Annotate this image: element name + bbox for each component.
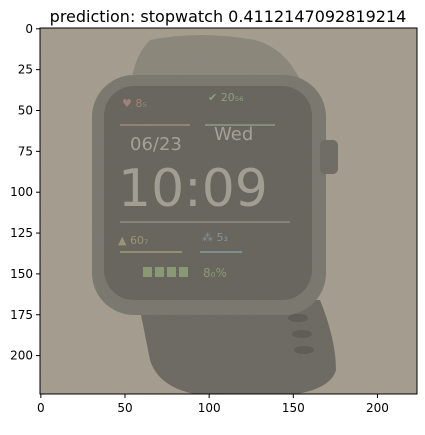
image-plot: ♥ 8₅ ✔ 20₅₆ 06/23 Wed 10:09 ▲ 60₇ ⁂ 5₃ 8… [40, 28, 417, 394]
axes-frame [39, 27, 418, 395]
x-tick-label: 0 [37, 401, 45, 415]
y-tick-label: 175 [10, 308, 33, 322]
y-tick-label: 100 [10, 185, 33, 199]
x-tick-label: 100 [198, 401, 221, 415]
image-grain-overlay [40, 28, 417, 394]
y-tick-label: 150 [10, 267, 33, 281]
x-axis: 0 50 100 150 200 [37, 394, 389, 415]
y-tick-label: 200 [10, 349, 33, 363]
x-tick-label: 200 [366, 401, 389, 415]
x-tick-label: 50 [117, 401, 132, 415]
y-tick-label: 25 [18, 63, 33, 77]
figure-title: prediction: stopwatch 0.4112147092819214 [50, 7, 407, 26]
y-tick-label: 0 [25, 22, 33, 36]
y-tick-label: 125 [10, 226, 33, 240]
x-tick-label: 150 [282, 401, 305, 415]
y-tick-label: 75 [18, 144, 33, 158]
y-tick-label: 50 [18, 104, 33, 118]
y-axis: 0 25 50 75 100 125 150 175 200 [10, 22, 40, 363]
